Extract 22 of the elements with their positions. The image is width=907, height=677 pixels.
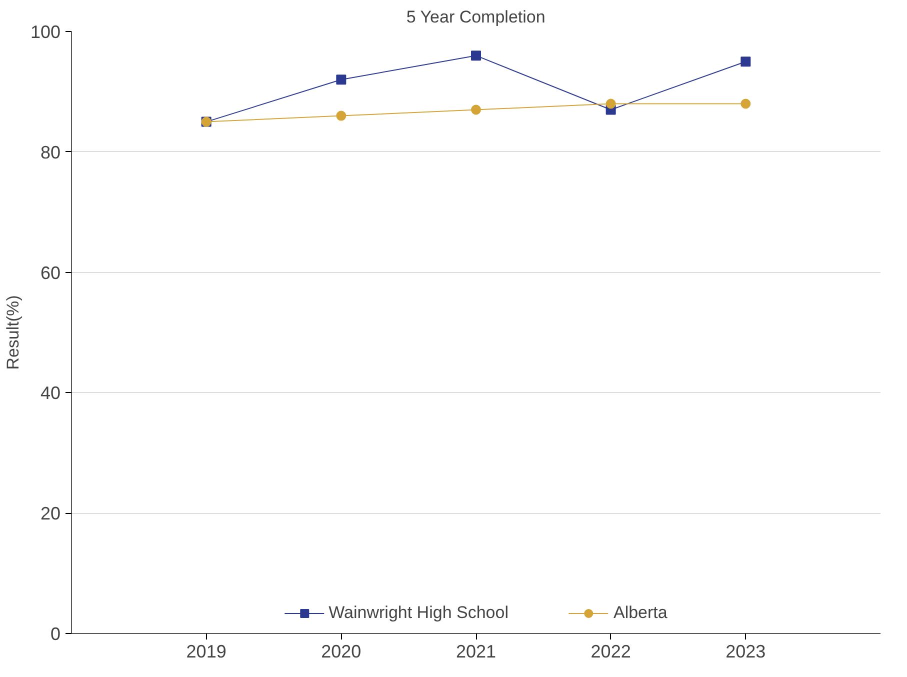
y-tick-label: 60 [40,262,61,283]
legend-label: Wainwright High School [328,603,508,623]
point [471,104,481,115]
point [336,110,346,121]
y-tick-label: 40 [40,383,61,404]
point [606,98,616,109]
x-tick-label: 2019 [186,642,226,662]
x-tick-label: 2023 [726,642,766,662]
y-axis-title: Result(%) [3,295,22,370]
x-tick-label: 2021 [456,642,496,662]
point [740,56,751,67]
y-tick-label: 0 [50,624,61,644]
chart-title: 5 Year Completion [406,8,546,26]
legend-label: Alberta [613,603,668,623]
point [740,98,751,109]
y-tick-label: 100 [30,22,61,42]
x-tick-label: 2020 [321,642,362,662]
y-tick-label: 20 [40,504,61,524]
x-tick-label: 2022 [590,642,631,662]
y-tick-label: 80 [40,142,61,162]
point [336,74,346,85]
point [471,50,481,61]
